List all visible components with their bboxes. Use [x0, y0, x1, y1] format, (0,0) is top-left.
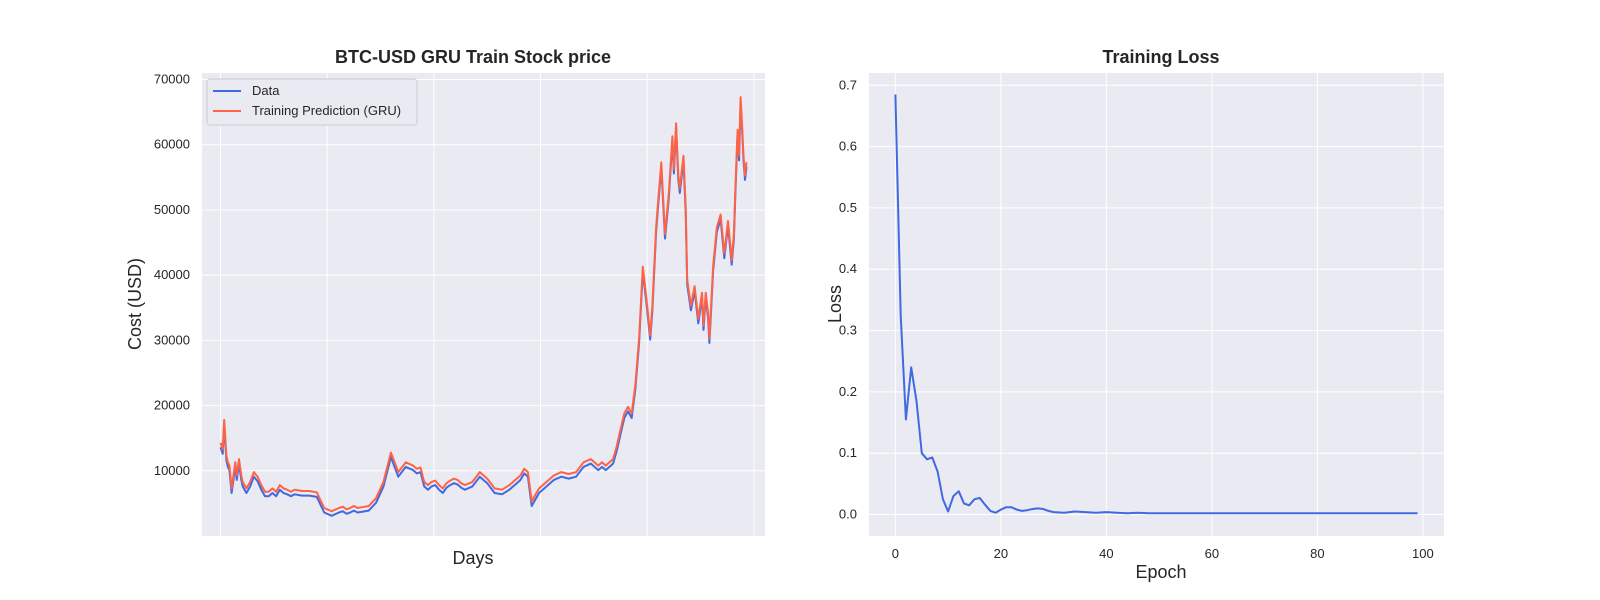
- y-tick-label: 0.3: [839, 323, 857, 338]
- price-y-axis-label: Cost (USD): [125, 258, 145, 350]
- x-tick-label: 100: [1412, 546, 1434, 561]
- y-tick-label: 0.1: [839, 445, 857, 460]
- x-tick-label: 20: [994, 546, 1008, 561]
- loss-plot-area: [869, 73, 1444, 536]
- y-tick-label: 20000: [154, 398, 190, 413]
- legend-frame: [206, 78, 418, 126]
- y-tick-label: 60000: [154, 137, 190, 152]
- loss-chart: 0 20 40 60 80 100 0.0 0.1 0.2 0.3 0.4 0.5 0.6 0.7 Tr…: [825, 47, 1444, 582]
- training-prediction-gru-series-line: [219, 96, 748, 513]
- price-legend: Data Training Prediction (GRU): [206, 78, 418, 126]
- legend-data-label: Data: [252, 83, 280, 98]
- price-grid: [202, 73, 765, 536]
- legend-prediction-label: Training Prediction (GRU): [252, 103, 401, 118]
- y-tick-label: 50000: [154, 202, 190, 217]
- y-tick-label: 70000: [154, 72, 190, 87]
- x-tick-label: 40: [1099, 546, 1113, 561]
- loss-x-axis-label: Epoch: [1135, 562, 1186, 582]
- y-tick-label: 0.0: [839, 507, 857, 522]
- y-tick-label: 0.4: [839, 261, 857, 276]
- loss-grid: [869, 73, 1444, 536]
- data-series-line: [219, 100, 748, 517]
- y-tick-label: 40000: [154, 267, 190, 282]
- price-plot-area: [202, 73, 765, 536]
- y-tick-label: 0.5: [839, 200, 857, 215]
- y-tick-label: 10000: [154, 463, 190, 478]
- y-tick-label: 0.6: [839, 139, 857, 154]
- x-tick-label: 80: [1310, 546, 1324, 561]
- y-tick-label: 0.2: [839, 384, 857, 399]
- loss-x-ticks: 0 20 40 60 80 100: [892, 546, 1434, 561]
- loss-series-group: [894, 94, 1418, 515]
- loss-chart-title: Training Loss: [1102, 47, 1219, 67]
- y-tick-label: 0.7: [839, 77, 857, 92]
- price-chart-title: BTC-USD GRU Train Stock price: [335, 47, 611, 67]
- loss-series-line: [894, 94, 1418, 515]
- price-y-ticks: 10000 20000 30000 40000 50000 60000 70000: [154, 72, 190, 478]
- x-tick-label: 0: [892, 546, 899, 561]
- loss-y-ticks: 0.0 0.1 0.2 0.3 0.4 0.5 0.6 0.7: [839, 77, 857, 521]
- loss-y-axis-label: Loss: [825, 285, 845, 323]
- y-tick-label: 30000: [154, 332, 190, 347]
- x-tick-label: 60: [1205, 546, 1219, 561]
- price-chart: 10000 20000 30000 40000 50000 60000 70000 BTC-…: [125, 47, 765, 568]
- price-series-group: [219, 96, 748, 517]
- price-x-axis-label: Days: [452, 548, 493, 568]
